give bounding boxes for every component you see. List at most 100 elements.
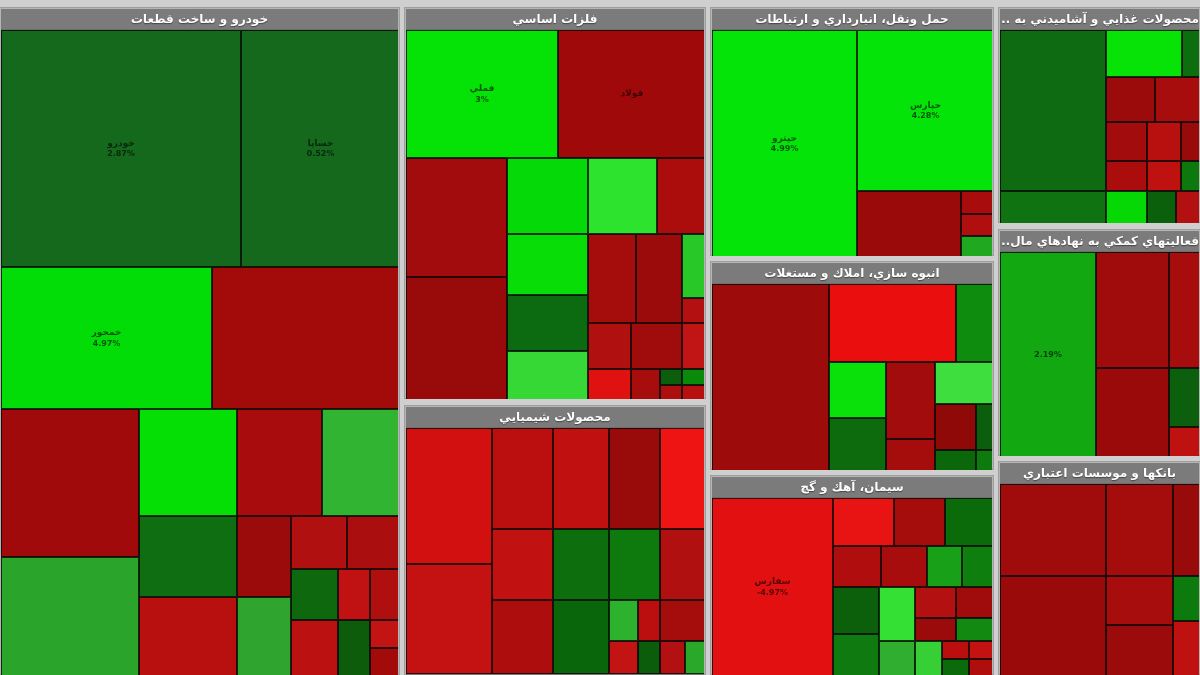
stock-tile[interactable] xyxy=(886,362,935,439)
stock-tile[interactable] xyxy=(879,641,915,675)
stock-tile[interactable]: خودرو 2.87% xyxy=(1,30,241,267)
stock-tile[interactable]: خمحور 4.97% xyxy=(1,267,212,409)
stock-tile[interactable] xyxy=(829,284,956,362)
stock-tile[interactable] xyxy=(588,158,657,234)
stock-tile[interactable] xyxy=(492,600,553,674)
stock-tile[interactable] xyxy=(370,648,398,675)
stock-tile[interactable] xyxy=(927,546,962,587)
stock-tile[interactable] xyxy=(1106,191,1147,223)
stock-tile[interactable] xyxy=(956,587,992,618)
stock-tile[interactable] xyxy=(553,529,609,600)
stock-tile[interactable] xyxy=(1106,576,1173,625)
stock-tile[interactable] xyxy=(1173,576,1199,621)
stock-tile[interactable] xyxy=(961,191,992,214)
stock-tile[interactable]: حپارس 4.28% xyxy=(857,30,992,191)
stock-tile[interactable] xyxy=(553,428,609,529)
stock-tile[interactable] xyxy=(969,641,992,659)
stock-tile[interactable] xyxy=(1096,252,1169,368)
stock-tile[interactable] xyxy=(935,404,976,450)
stock-tile[interactable] xyxy=(322,409,398,516)
stock-tile[interactable] xyxy=(660,385,682,399)
stock-tile[interactable] xyxy=(638,641,660,674)
stock-tile[interactable] xyxy=(894,498,945,546)
stock-tile[interactable] xyxy=(685,641,704,674)
stock-tile[interactable] xyxy=(942,659,969,675)
stock-tile[interactable] xyxy=(829,362,886,418)
stock-tile[interactable] xyxy=(829,418,886,470)
stock-tile[interactable] xyxy=(1106,122,1147,161)
stock-tile[interactable] xyxy=(406,158,507,277)
stock-tile[interactable] xyxy=(1169,252,1199,368)
stock-tile[interactable] xyxy=(1,409,139,557)
stock-tile[interactable] xyxy=(370,620,398,648)
stock-tile[interactable] xyxy=(1147,191,1176,223)
stock-tile[interactable] xyxy=(636,234,682,323)
stock-tile[interactable] xyxy=(682,234,704,298)
stock-tile[interactable] xyxy=(609,529,660,600)
stock-tile[interactable] xyxy=(976,450,992,470)
stock-tile[interactable]: سفارس -4.97% xyxy=(712,498,833,675)
stock-tile[interactable] xyxy=(553,600,609,674)
stock-tile[interactable] xyxy=(291,516,347,569)
stock-tile[interactable] xyxy=(492,529,553,600)
stock-tile[interactable] xyxy=(881,546,927,587)
stock-tile[interactable]: 2.19% xyxy=(1000,252,1096,456)
stock-tile[interactable] xyxy=(915,618,956,641)
stock-tile[interactable] xyxy=(1106,625,1173,675)
stock-tile[interactable] xyxy=(139,597,237,675)
stock-tile[interactable] xyxy=(886,439,935,470)
stock-tile[interactable] xyxy=(956,284,992,362)
stock-tile[interactable] xyxy=(682,385,704,399)
stock-tile[interactable] xyxy=(1106,484,1173,576)
stock-tile[interactable] xyxy=(507,234,588,295)
stock-tile[interactable] xyxy=(588,234,636,323)
stock-tile[interactable] xyxy=(338,569,370,620)
stock-tile[interactable] xyxy=(507,351,588,399)
stock-tile[interactable] xyxy=(962,546,992,587)
stock-tile[interactable] xyxy=(1106,30,1182,77)
stock-tile[interactable] xyxy=(682,298,704,323)
stock-tile[interactable] xyxy=(1147,161,1181,191)
stock-tile[interactable] xyxy=(660,641,685,674)
stock-tile[interactable] xyxy=(291,569,338,620)
stock-tile[interactable] xyxy=(833,634,879,675)
stock-tile[interactable] xyxy=(657,158,704,234)
stock-tile[interactable] xyxy=(1155,77,1199,122)
stock-tile[interactable] xyxy=(1000,484,1106,576)
stock-tile[interactable] xyxy=(961,236,992,256)
stock-tile[interactable]: فملي 3% xyxy=(406,30,558,158)
stock-tile[interactable] xyxy=(833,546,881,587)
stock-tile[interactable] xyxy=(660,428,704,529)
stock-tile[interactable] xyxy=(1106,77,1155,122)
stock-tile[interactable] xyxy=(915,587,956,618)
stock-tile[interactable] xyxy=(609,600,638,641)
stock-tile[interactable] xyxy=(857,191,961,256)
stock-tile[interactable] xyxy=(712,284,829,470)
stock-tile[interactable] xyxy=(956,618,992,641)
stock-tile[interactable] xyxy=(935,450,976,470)
stock-tile[interactable] xyxy=(935,362,992,404)
stock-tile[interactable] xyxy=(588,369,631,399)
stock-tile[interactable]: خساپا 0.52% xyxy=(241,30,398,267)
stock-tile[interactable] xyxy=(609,428,660,529)
stock-tile[interactable] xyxy=(969,659,992,675)
stock-tile[interactable] xyxy=(1147,122,1181,161)
stock-tile[interactable] xyxy=(507,158,588,234)
stock-tile[interactable] xyxy=(237,409,322,516)
stock-tile[interactable] xyxy=(682,323,704,369)
stock-tile[interactable] xyxy=(139,516,237,597)
stock-tile[interactable] xyxy=(1181,122,1199,161)
stock-tile[interactable] xyxy=(915,641,942,675)
stock-tile[interactable] xyxy=(1182,30,1199,77)
stock-tile[interactable] xyxy=(1000,30,1106,191)
stock-tile[interactable] xyxy=(1169,368,1199,427)
stock-tile[interactable] xyxy=(961,214,992,236)
stock-tile[interactable] xyxy=(588,323,631,369)
stock-tile[interactable] xyxy=(1169,427,1199,456)
stock-tile[interactable] xyxy=(291,620,338,675)
stock-tile[interactable] xyxy=(942,641,969,659)
stock-tile[interactable] xyxy=(1106,161,1147,191)
stock-tile[interactable] xyxy=(660,529,704,600)
stock-tile[interactable] xyxy=(347,516,398,569)
stock-tile[interactable] xyxy=(507,295,588,351)
